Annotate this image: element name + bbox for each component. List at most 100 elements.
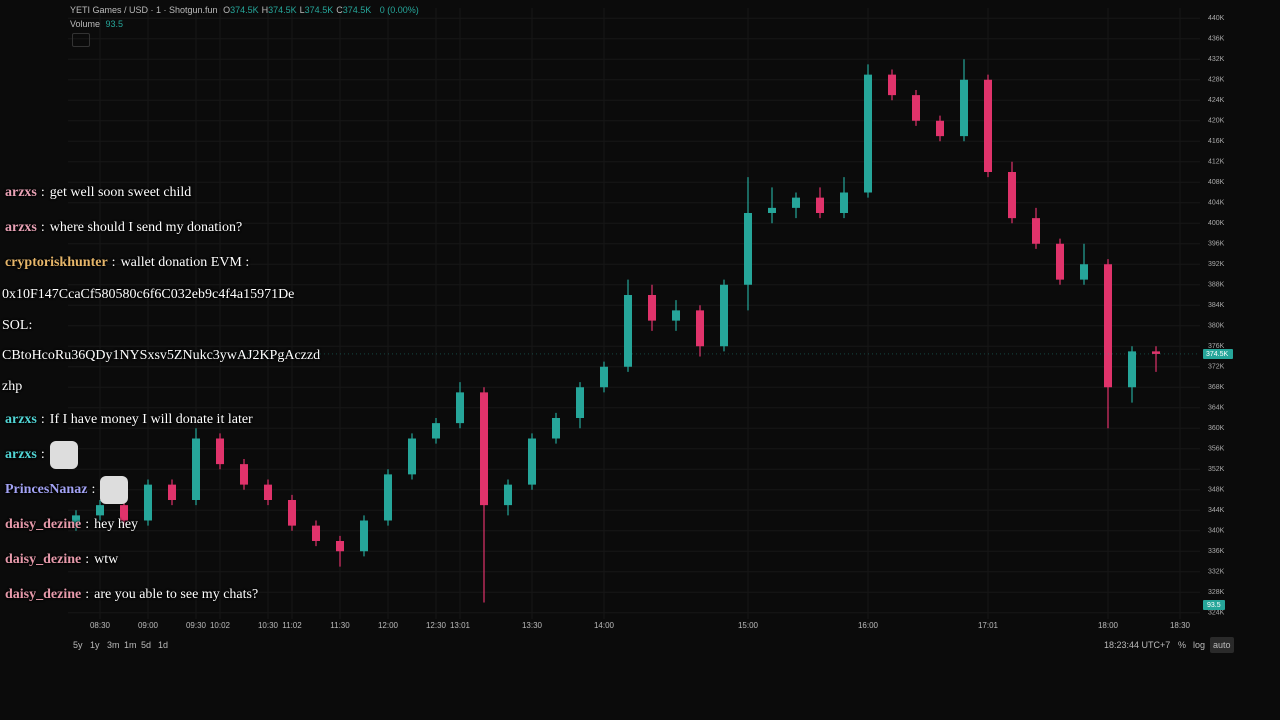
candle-body bbox=[696, 310, 704, 347]
chat-text-line: CBtoHcoRu36QDy1NYSxsv5ZNukc3ywAJ2KPgAczz… bbox=[2, 348, 321, 363]
candle-body bbox=[984, 79, 992, 172]
chat-user: arzxs bbox=[5, 220, 37, 235]
y-tick-label: 364K bbox=[1208, 405, 1225, 412]
candle-body bbox=[744, 213, 752, 285]
x-tick-label: 15:00 bbox=[738, 621, 759, 630]
chat-separator: : bbox=[85, 587, 90, 602]
x-tick-label: 14:00 bbox=[594, 621, 615, 630]
x-tick-label: 11:02 bbox=[282, 621, 302, 630]
chat-message: cryptoriskhunter: wallet donation EVM : bbox=[0, 245, 420, 280]
candle-body bbox=[240, 464, 248, 485]
chat-separator: : bbox=[85, 552, 90, 567]
chat-user: cryptoriskhunter bbox=[5, 255, 108, 270]
range-button[interactable]: 3m bbox=[107, 640, 120, 650]
candle-body bbox=[216, 438, 224, 465]
ohlc-value: 374.5K bbox=[304, 5, 334, 15]
x-tick-label: 18:00 bbox=[1098, 621, 1119, 630]
chat-user: PrincesNanaz bbox=[5, 482, 88, 497]
ohlc-key: O bbox=[223, 5, 231, 15]
candle-body bbox=[792, 197, 800, 208]
ohlc-key: L bbox=[299, 5, 305, 15]
y-tick-label: 356K bbox=[1208, 446, 1225, 453]
ohlc-key: C bbox=[336, 5, 343, 15]
auto-toggle[interactable]: auto bbox=[1210, 637, 1234, 653]
last-price-badge bbox=[1203, 348, 1233, 359]
y-tick-label: 352K bbox=[1208, 466, 1225, 473]
chart-header: YETI Games / USD · 1 · Shotgun.fun O374.… bbox=[70, 5, 422, 15]
volume-badge bbox=[1203, 600, 1225, 610]
percent-toggle[interactable]: % bbox=[1178, 640, 1187, 650]
chat-text-line: 0x10F147CcaCf580580c6f6C032eb9c4f4a15971… bbox=[2, 287, 295, 302]
x-tick-label: 08:30 bbox=[90, 621, 111, 630]
x-tick-label: 09:30 bbox=[186, 621, 207, 630]
ohlc-key: H bbox=[261, 5, 269, 15]
x-tick-label: 16:00 bbox=[858, 621, 879, 630]
y-tick-label: 404K bbox=[1208, 200, 1225, 207]
candle-body bbox=[96, 505, 104, 516]
candle-body bbox=[912, 95, 920, 121]
clock: 18:23:44 UTC+7 bbox=[1104, 640, 1171, 650]
chat-text: where should I send my donation? bbox=[49, 220, 243, 235]
candle-body bbox=[864, 74, 872, 193]
chat-separator: : bbox=[91, 482, 96, 497]
candle-body bbox=[432, 423, 440, 439]
candle-body bbox=[528, 438, 536, 485]
y-tick-label: 340K bbox=[1208, 528, 1225, 535]
candle-body bbox=[936, 120, 944, 137]
volume-label: Volume bbox=[70, 19, 101, 29]
y-tick-label: 436K bbox=[1208, 36, 1225, 43]
y-tick-label: 336K bbox=[1208, 548, 1225, 555]
candle-body bbox=[192, 438, 200, 500]
x-tick-label: 10:02 bbox=[210, 621, 231, 630]
change: 0 (0.00%) bbox=[379, 5, 419, 15]
candle-body bbox=[480, 392, 488, 506]
x-tick-label: 09:00 bbox=[138, 621, 159, 630]
y-tick-label: 332K bbox=[1208, 569, 1225, 576]
candle-body bbox=[1152, 351, 1160, 354]
y-tick-label: 344K bbox=[1208, 507, 1225, 514]
y-tick-label: 408K bbox=[1208, 179, 1225, 186]
x-tick-label: 18:30 bbox=[1170, 621, 1191, 630]
chat-separator: : bbox=[85, 517, 90, 532]
candle-body bbox=[312, 525, 320, 541]
volume-badge-label: 93.5 bbox=[1207, 602, 1221, 609]
candle-body bbox=[1080, 264, 1088, 280]
x-tick-label: 12:00 bbox=[378, 621, 399, 630]
volume-legend: Volume 93.5 bbox=[70, 19, 126, 29]
candle-body bbox=[600, 366, 608, 388]
y-tick-label: 324K bbox=[1208, 610, 1225, 617]
range-button[interactable]: 1y bbox=[90, 640, 100, 650]
volume-value: 93.5 bbox=[105, 19, 124, 29]
y-tick-label: 416K bbox=[1208, 138, 1225, 145]
chat-message: PrincesNanaz: bbox=[0, 472, 420, 507]
ohlc-value: 374.5K bbox=[342, 5, 372, 15]
chat-separator: : bbox=[111, 255, 116, 270]
range-button[interactable]: 1d bbox=[158, 640, 169, 650]
candle-body bbox=[1008, 172, 1016, 219]
candle-body bbox=[816, 197, 824, 213]
chat-message: arzxs: get well soon sweet child bbox=[0, 175, 420, 210]
chat-separator: : bbox=[40, 412, 45, 427]
y-tick-label: 360K bbox=[1208, 425, 1225, 432]
y-tick-label: 428K bbox=[1208, 77, 1225, 84]
x-tick-label: 11:30 bbox=[330, 621, 350, 630]
collapse-button[interactable] bbox=[72, 33, 90, 47]
range-button[interactable]: 5y bbox=[73, 640, 83, 650]
chat-message: daisy_dezine: hey hey bbox=[0, 507, 420, 542]
y-tick-label: 412K bbox=[1208, 159, 1225, 166]
candle-body bbox=[72, 515, 80, 526]
y-tick-label: 392K bbox=[1208, 261, 1225, 268]
y-tick-label: 400K bbox=[1208, 220, 1225, 227]
range-button[interactable]: 5d bbox=[141, 640, 152, 650]
candle-body bbox=[720, 284, 728, 347]
chat-user: arzxs bbox=[5, 447, 37, 462]
chat-emote bbox=[49, 440, 78, 469]
range-button[interactable]: 1m bbox=[124, 640, 137, 650]
y-tick-label: 420K bbox=[1208, 118, 1225, 125]
candle-body bbox=[840, 192, 848, 213]
chat-user: arzxs bbox=[5, 412, 37, 427]
candle-body bbox=[672, 310, 680, 321]
ohlc: O374.5K H374.5K L374.5K C374.5K bbox=[223, 5, 374, 15]
log-toggle[interactable]: log bbox=[1193, 640, 1206, 650]
